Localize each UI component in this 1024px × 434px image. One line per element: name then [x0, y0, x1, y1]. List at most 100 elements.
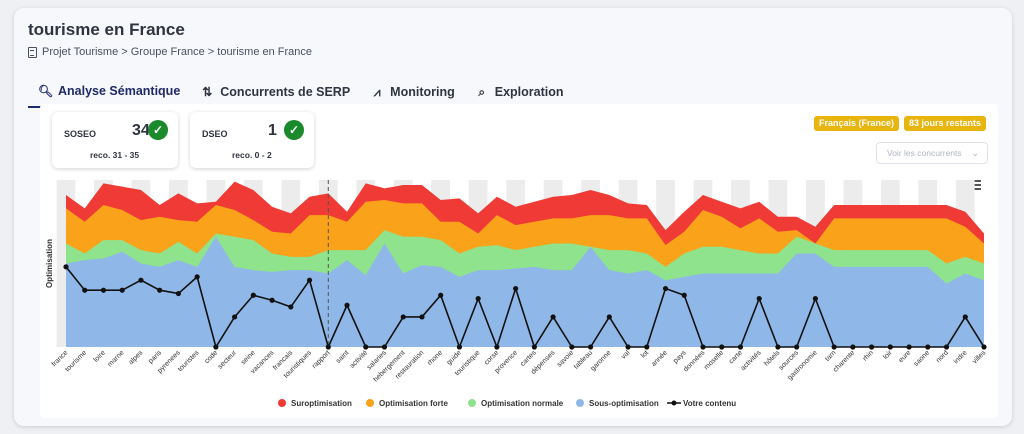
area-sous-optimisation — [66, 236, 984, 347]
point-votre-contenu — [456, 344, 463, 350]
x-tick-label: indre — [953, 349, 969, 365]
point-votre-contenu — [82, 287, 88, 293]
x-tick-label: marne — [107, 349, 126, 368]
point-votre-contenu — [100, 287, 107, 293]
soseo-score-card: SOSEO 34 ✓ reco. 31 - 35 — [52, 112, 178, 168]
point-votre-contenu — [794, 344, 800, 350]
competitors-label: Voir les concurrents — [887, 148, 962, 158]
building-icon — [28, 46, 37, 58]
point-votre-contenu — [325, 344, 331, 350]
point-votre-contenu — [269, 297, 275, 303]
legend-marker — [468, 399, 476, 407]
point-votre-contenu — [943, 344, 950, 350]
point-votre-contenu — [681, 292, 687, 298]
tab-exploration[interactable]: ⌕ Exploration — [465, 76, 574, 108]
legend-label: Votre contenu — [683, 399, 736, 408]
tab-label: Analyse Sémantique — [58, 84, 181, 98]
x-tick-label: val — [620, 349, 632, 361]
legend-marker — [576, 399, 584, 407]
soseo-reco: reco. 31 - 35 — [90, 150, 140, 160]
legend-label: Sous-optimisation — [589, 399, 659, 408]
point-votre-contenu — [981, 344, 987, 350]
legend-label: Optimisation normale — [481, 399, 564, 408]
point-votre-contenu — [475, 295, 481, 302]
point-votre-contenu — [213, 344, 219, 350]
soseo-value: 34 — [132, 122, 150, 139]
point-votre-contenu — [157, 287, 163, 293]
point-votre-contenu — [606, 314, 612, 320]
x-tick-label: carte — [728, 349, 744, 365]
point-votre-contenu — [700, 344, 706, 350]
tab-monitoring[interactable]: ⩘ Monitoring — [360, 76, 465, 108]
legend-label: Optimisation forte — [379, 399, 448, 408]
chart-menu-icon[interactable] — [970, 180, 981, 192]
legend-marker — [671, 400, 677, 406]
check-icon: ✓ — [148, 120, 168, 140]
breadcrumb-path[interactable]: Projet Tourisme > Groupe France > touris… — [42, 46, 313, 58]
point-votre-contenu — [737, 344, 744, 350]
point-votre-contenu — [63, 264, 69, 270]
x-tick-label: seine — [240, 349, 257, 366]
x-tick-label: tarn — [824, 349, 838, 363]
point-votre-contenu — [906, 344, 912, 350]
point-votre-contenu — [587, 344, 594, 350]
language-badge: Français (France) — [814, 116, 900, 131]
x-tick-label: données — [682, 349, 706, 373]
point-votre-contenu — [775, 344, 781, 350]
search-icon: ⌕ — [478, 84, 486, 99]
point-votre-contenu — [831, 344, 837, 350]
legend-label: Suroptimisation — [291, 399, 352, 408]
x-tick-label: garonne — [590, 349, 613, 372]
point-votre-contenu — [306, 277, 313, 283]
point-votre-contenu — [531, 344, 537, 350]
breadcrumb[interactable]: Projet Tourisme > Groupe France > touris… — [28, 46, 312, 58]
dseo-value: 1 — [268, 122, 277, 139]
x-tick-label: paris — [147, 349, 163, 365]
x-tick-label: lot — [640, 349, 650, 359]
dseo-score-card: DSEO 1 ✓ reco. 0 - 2 — [190, 112, 314, 168]
point-votre-contenu — [719, 344, 725, 350]
point-votre-contenu — [644, 344, 650, 350]
search-chart-icon: 🔍︎ — [38, 84, 54, 98]
x-tick-label: pays — [672, 349, 688, 365]
legend-marker — [366, 399, 374, 407]
point-votre-contenu — [756, 295, 762, 302]
point-votre-contenu — [438, 292, 444, 298]
point-votre-contenu — [925, 344, 931, 350]
x-tick-label: nord — [935, 349, 950, 364]
line-votre-contenu — [65, 266, 985, 350]
point-votre-contenu — [400, 314, 406, 320]
x-tick-label: eure — [898, 349, 913, 364]
dseo-label: DSEO — [202, 129, 228, 139]
y-axis-label: Optimisation — [45, 239, 54, 288]
x-tick-label: alpes — [128, 349, 145, 366]
pulse-icon: ⩘ — [373, 84, 381, 99]
x-tick-label: code — [204, 349, 220, 365]
x-tick-label: corse — [483, 349, 500, 366]
x-tick-label: rhin — [862, 349, 875, 362]
x-tick-label: saone — [913, 349, 932, 368]
tab-label: Exploration — [494, 85, 564, 99]
point-votre-contenu — [868, 344, 875, 350]
tab-concurrents[interactable]: ⇅ Concurrents de SERP — [190, 76, 360, 108]
point-votre-contenu — [962, 314, 968, 320]
x-tick-label: touristes — [177, 349, 201, 373]
x-tick-label: moselle — [703, 349, 725, 371]
competitors-dropdown[interactable]: Voir les concurrents ⌄ — [876, 142, 988, 164]
point-votre-contenu — [250, 292, 256, 298]
analysis-panel: SOSEO 34 ✓ reco. 31 - 35 DSEO 1 ✓ reco. … — [40, 104, 998, 418]
dseo-reco: reco. 0 - 2 — [232, 150, 272, 160]
x-tick-label: saint — [335, 349, 350, 364]
point-votre-contenu — [887, 344, 893, 350]
x-tick-label: loire — [93, 349, 107, 363]
page-title: tourisme en France — [28, 20, 185, 39]
days-remaining-badge: 83 jours restants — [904, 116, 987, 131]
x-tick-label: loir — [882, 349, 894, 361]
point-votre-contenu — [513, 285, 519, 292]
point-votre-contenu — [550, 314, 556, 320]
point-votre-contenu — [232, 314, 238, 320]
point-votre-contenu — [119, 287, 125, 293]
point-votre-contenu — [138, 277, 144, 283]
soseo-label: SOSEO — [64, 129, 97, 139]
